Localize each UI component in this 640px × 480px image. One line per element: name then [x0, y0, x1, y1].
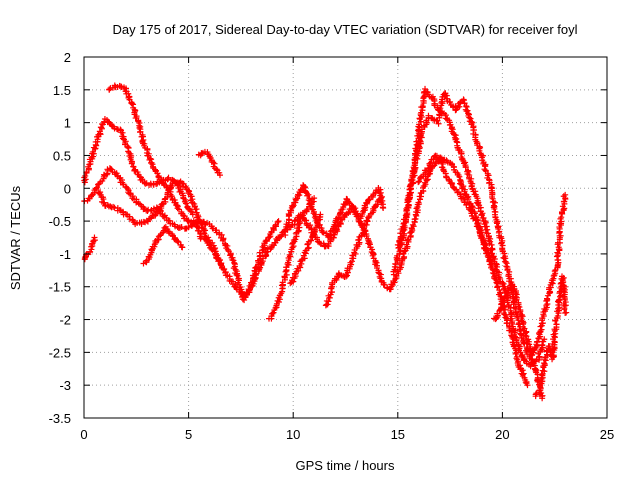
data-point: [328, 285, 334, 291]
x-tick-label: 20: [495, 427, 509, 442]
data-point: [447, 99, 453, 105]
data-point: [562, 310, 568, 316]
y-tick-label: 2: [64, 50, 71, 65]
x-tick-label: 10: [286, 427, 300, 442]
y-tick-label: -2: [59, 313, 71, 328]
chart-title: Day 175 of 2017, Sidereal Day-to-day VTE…: [112, 22, 577, 37]
y-tick-label: 0.5: [53, 148, 71, 163]
y-axis-label: SDTVAR / TECUs: [8, 185, 23, 290]
y-tick-label: 1: [64, 116, 71, 131]
data-point: [279, 282, 285, 288]
x-tick-label: 5: [185, 427, 192, 442]
y-tick-label: -2.5: [49, 345, 71, 360]
series-sat-h: [191, 218, 225, 270]
data-point: [475, 201, 481, 207]
data-point: [380, 205, 386, 211]
x-axis-label: GPS time / hours: [296, 458, 395, 473]
y-tick-label: -1: [59, 247, 71, 262]
y-tick-label: 0: [64, 181, 71, 196]
y-tick-labels: -3.5 -3 -2.5 -2 -1.5 -1 -0.5 0 0.5 1 1.5 2: [49, 50, 71, 426]
x-tick-label: 25: [600, 427, 614, 442]
y-tick-label: -0.5: [49, 214, 71, 229]
x-tick-label: 15: [391, 427, 405, 442]
data-point: [536, 354, 542, 360]
x-tick-labels: 0 5 10 15 20 25: [80, 427, 614, 442]
data-markers: [81, 82, 569, 401]
x-tick-label: 0: [80, 427, 87, 442]
series-sat-g: [196, 149, 223, 178]
y-tick-label: -3: [59, 378, 71, 393]
data-point: [503, 263, 509, 269]
sdtvar-chart: 0 5 10 15 20 25 -3.5 -3 -2.5 -2 -1.5 -1 -0.5 0 0.5 1 1.…: [0, 0, 640, 480]
y-tick-label: -3.5: [49, 411, 71, 426]
data-point: [562, 192, 568, 198]
y-tick-label: -1.5: [49, 280, 71, 295]
y-tick-label: 1.5: [53, 83, 71, 98]
series-sat-e: [106, 82, 196, 227]
